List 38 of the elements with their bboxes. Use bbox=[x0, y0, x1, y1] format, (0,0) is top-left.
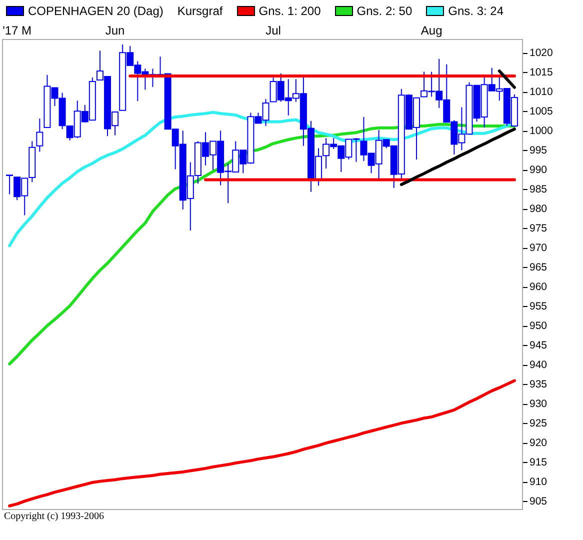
y-tick-label: 1000 bbox=[530, 125, 554, 138]
x-tick-label: Jun bbox=[105, 24, 125, 38]
y-tick-label: 940 bbox=[530, 359, 548, 372]
legend-label: Gns. 2: 50 bbox=[356, 4, 412, 18]
line-series bbox=[8, 379, 516, 508]
y-tick-label: 915 bbox=[530, 456, 548, 469]
y-tick-label: 985 bbox=[530, 184, 548, 196]
legend-label: Gns. 1: 200 bbox=[258, 4, 321, 18]
y-tick-label: 1020 bbox=[530, 47, 554, 60]
y-tick-label: 975 bbox=[530, 222, 548, 235]
y-tick-label: 905 bbox=[530, 496, 548, 508]
x-tick-label: Aug bbox=[420, 24, 442, 38]
y-tick-label: 950 bbox=[530, 320, 548, 332]
legend-label: COPENHAGEN 20 (Dag) bbox=[28, 4, 164, 18]
y-tick-label: 995 bbox=[530, 144, 548, 157]
line-series bbox=[400, 128, 516, 186]
y-tick-label: 925 bbox=[530, 418, 548, 430]
x-tick-label: Jul bbox=[266, 24, 281, 38]
y-tick-label: 935 bbox=[530, 378, 548, 391]
y-tick-label: 990 bbox=[530, 164, 548, 176]
y-tick-label: 1015 bbox=[530, 66, 554, 79]
y-tick-label: 965 bbox=[530, 262, 548, 274]
y-tick-label: 960 bbox=[530, 281, 548, 294]
y-tick-label: 945 bbox=[530, 340, 548, 352]
x-tick-label: '17 M bbox=[2, 24, 32, 38]
y-tick-label: 930 bbox=[530, 398, 548, 410]
candlestick bbox=[6, 174, 14, 195]
legend-label: Gns. 3: 24 bbox=[448, 4, 504, 18]
y-tick-label: 910 bbox=[530, 476, 548, 488]
y-tick-label: 1005 bbox=[530, 106, 554, 118]
text: Copyright (c) 1993-2006 bbox=[4, 511, 105, 522]
legend-title: Kursgraf bbox=[177, 4, 223, 18]
y-tick-label: 980 bbox=[530, 203, 548, 216]
y-tick-label: 970 bbox=[530, 242, 548, 254]
y-tick-label: 920 bbox=[530, 437, 548, 450]
y-tick-label: 1010 bbox=[530, 86, 554, 98]
candlestick bbox=[36, 118, 44, 152]
y-tick-label: 955 bbox=[530, 300, 548, 313]
